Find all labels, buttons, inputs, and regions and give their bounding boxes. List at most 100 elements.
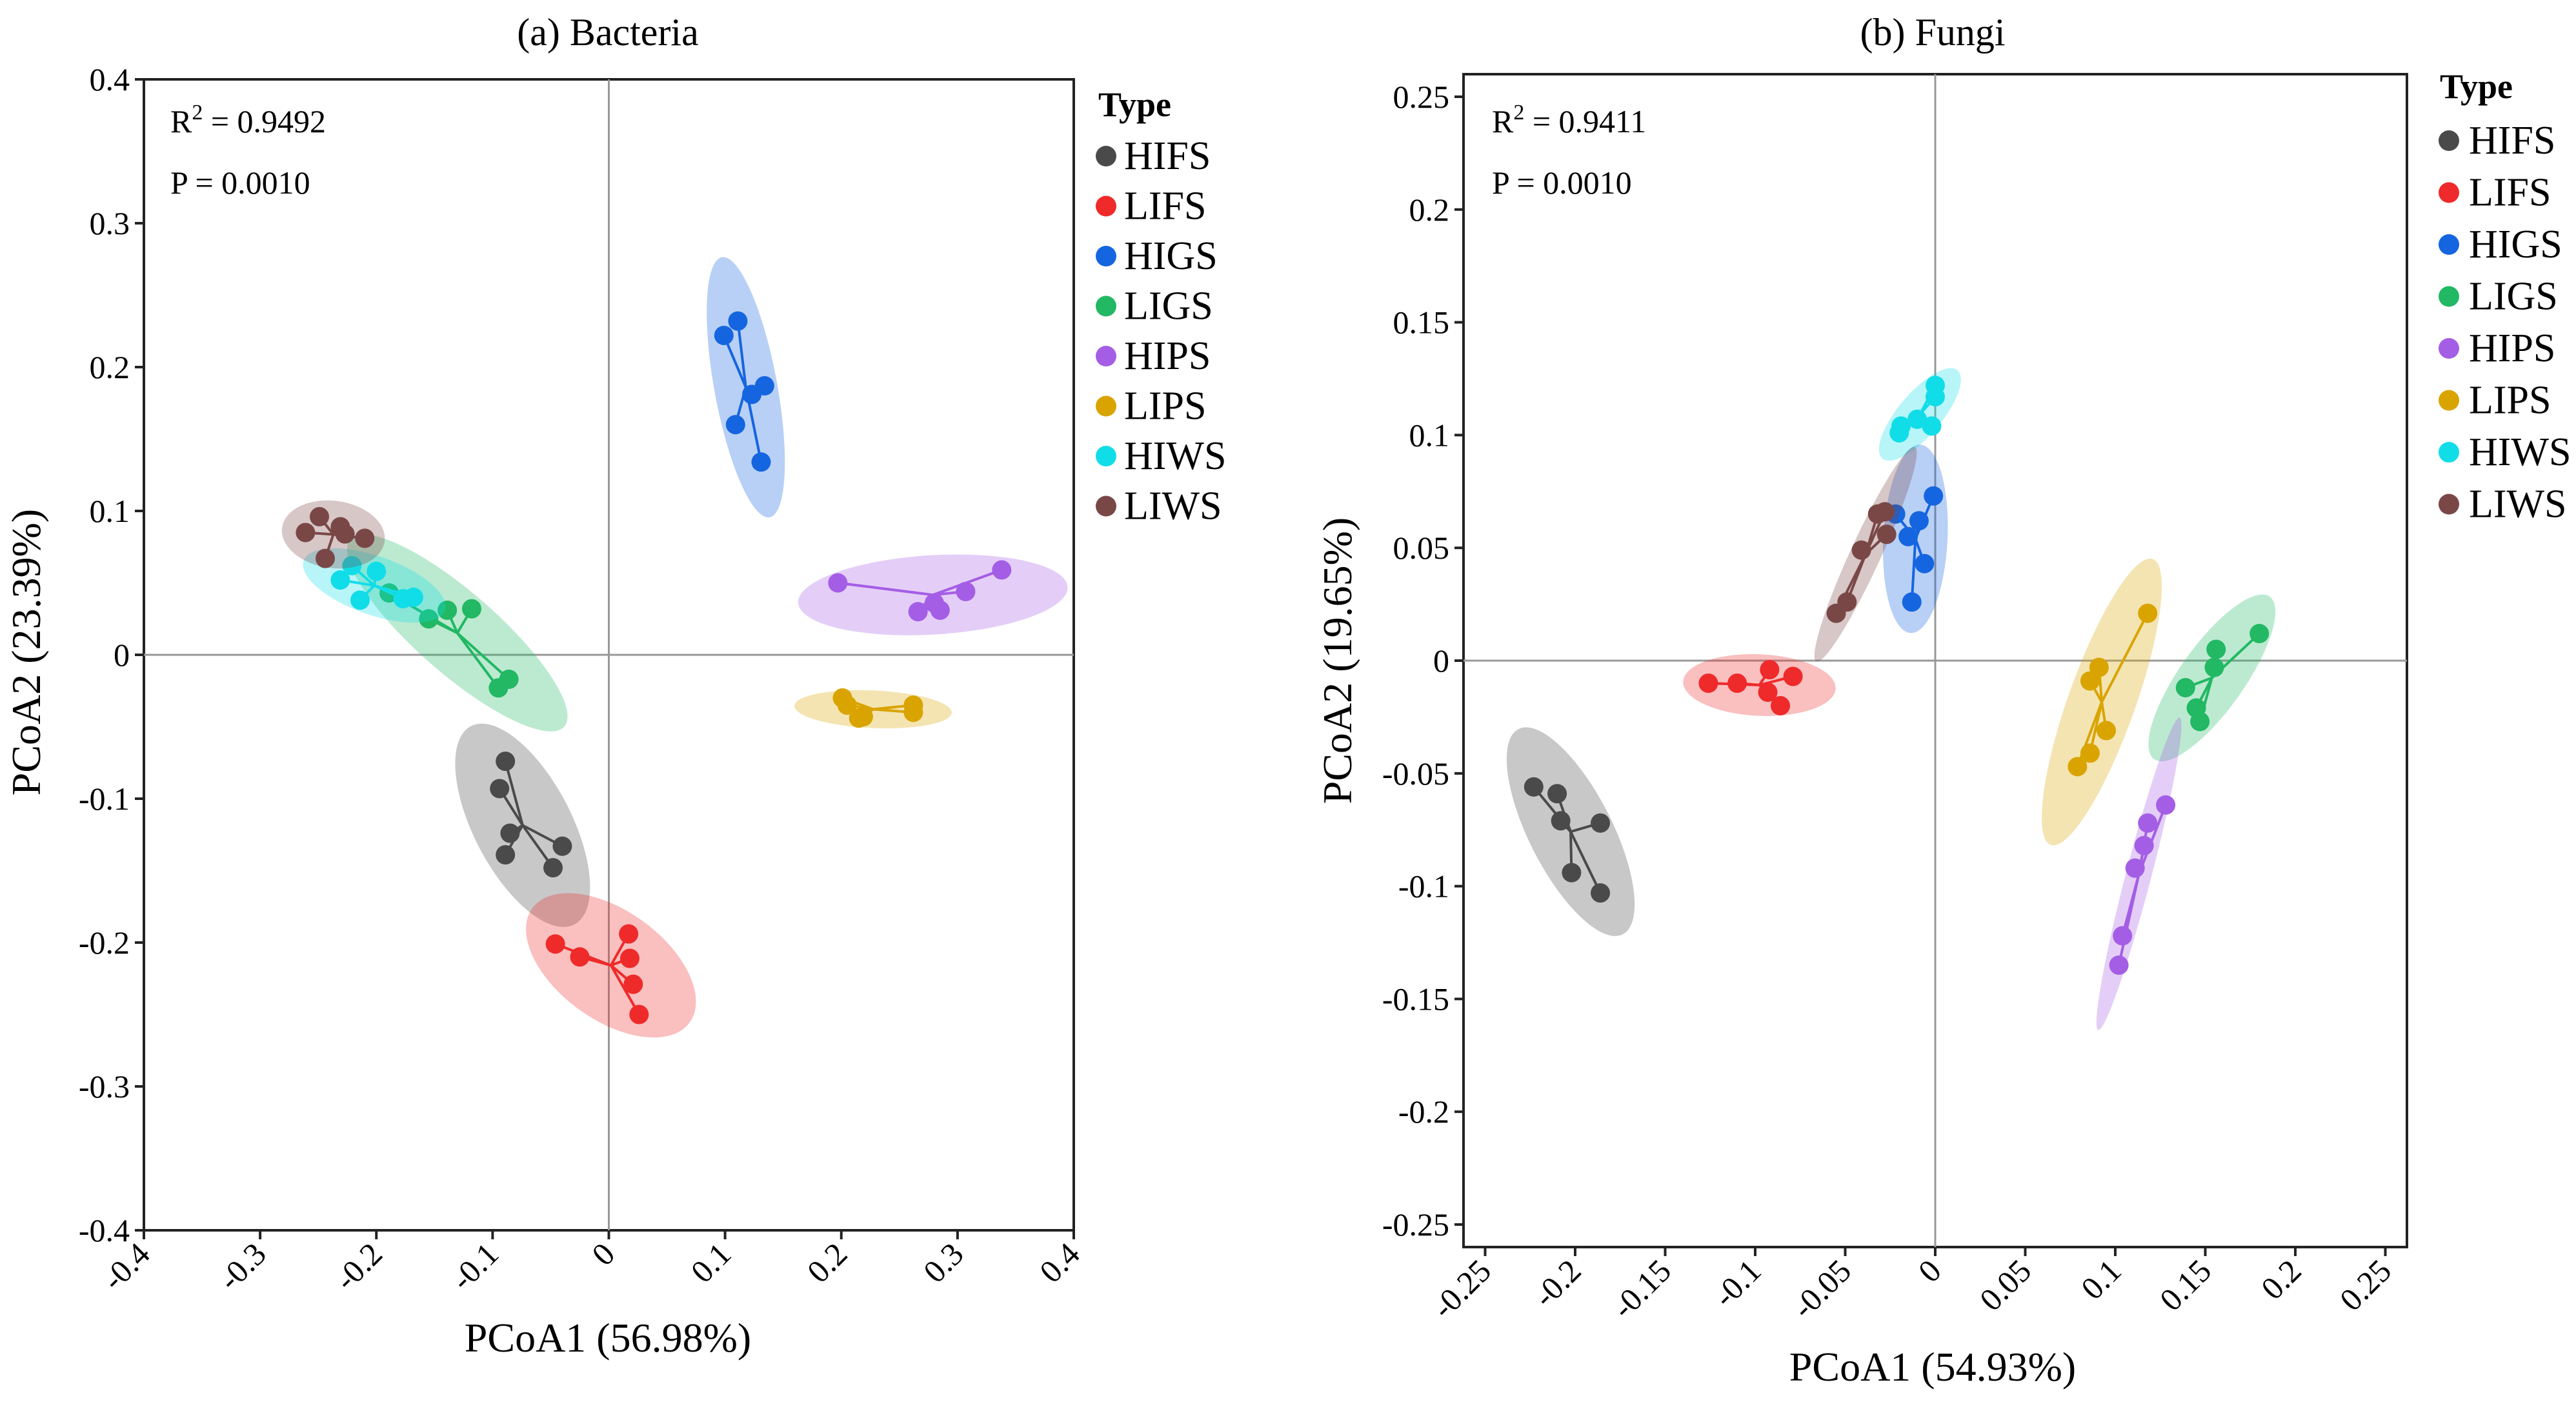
legend-label: HIFS bbox=[2469, 119, 2555, 163]
centroid-spoke bbox=[1569, 831, 1602, 894]
x-tick-label: 0.4 bbox=[1032, 1235, 1087, 1290]
legend-marker-higs bbox=[1096, 246, 1116, 266]
y-tick-label: -0.2 bbox=[79, 924, 130, 961]
data-point bbox=[1898, 526, 1918, 546]
data-point bbox=[2249, 624, 2269, 644]
r-squared-value: = 0.9411 bbox=[1524, 103, 1646, 139]
legend-marker-lifs bbox=[2439, 182, 2459, 203]
r-squared-superscript: 2 bbox=[1513, 101, 1524, 125]
x-tick-label: -0.1 bbox=[1706, 1252, 1768, 1314]
series-hips bbox=[798, 554, 1068, 635]
data-point bbox=[2138, 813, 2158, 833]
data-point bbox=[1562, 863, 1582, 883]
x-tick-label: -0.25 bbox=[1425, 1252, 1498, 1325]
series-hips bbox=[2096, 717, 2182, 1030]
data-point bbox=[1877, 525, 1897, 545]
data-point bbox=[1851, 540, 1871, 560]
chart-title: (a) Bacteria bbox=[517, 11, 698, 54]
legend-title: Type bbox=[2440, 67, 2513, 106]
series-lifs bbox=[526, 893, 696, 1038]
x-tick-label: 0.1 bbox=[684, 1235, 738, 1290]
data-point bbox=[2109, 955, 2129, 975]
data-point bbox=[335, 524, 355, 544]
legend-label: HIFS bbox=[1124, 134, 1211, 178]
legend-label: HIGS bbox=[1124, 234, 1218, 278]
legend-marker-hifs bbox=[1096, 146, 1116, 166]
legend-label: LIWS bbox=[2469, 483, 2567, 526]
legend-marker-hiws bbox=[2439, 442, 2459, 463]
data-point bbox=[496, 844, 516, 864]
data-point bbox=[419, 609, 439, 629]
data-point bbox=[992, 560, 1012, 580]
data-point bbox=[1591, 813, 1611, 833]
data-point bbox=[2134, 835, 2154, 855]
series-hifs bbox=[455, 723, 590, 927]
r-squared-annotation: R2 = 0.9492 bbox=[170, 101, 326, 139]
data-point bbox=[438, 600, 458, 620]
data-point bbox=[2204, 657, 2224, 677]
r-squared-value: = 0.9492 bbox=[203, 103, 326, 139]
centroid-spoke bbox=[2117, 873, 2140, 966]
centroid-spoke bbox=[456, 632, 499, 689]
chart-title: (b) Fungi bbox=[1860, 11, 2006, 54]
y-tick-label: 0.4 bbox=[90, 61, 130, 97]
data-point bbox=[1875, 502, 1895, 522]
data-point bbox=[500, 823, 520, 843]
y-tick-label: 0.2 bbox=[1409, 192, 1450, 228]
legend-marker-hips bbox=[2439, 338, 2459, 359]
centroid-spoke bbox=[736, 321, 747, 388]
series-hifs bbox=[1506, 727, 1635, 936]
data-point bbox=[490, 779, 510, 799]
data-point bbox=[367, 561, 387, 581]
legend-label: LIPS bbox=[2469, 379, 2551, 423]
legend-marker-hiws bbox=[1096, 446, 1116, 466]
data-point bbox=[619, 924, 639, 944]
series-lifs bbox=[1683, 654, 1836, 716]
data-point bbox=[2138, 603, 2158, 623]
legend-marker-lips bbox=[2439, 390, 2459, 411]
data-point bbox=[1922, 416, 1942, 436]
data-point bbox=[1907, 409, 1927, 429]
data-point bbox=[330, 570, 350, 590]
legend-marker-hifs bbox=[2439, 130, 2459, 151]
legend-marker-hips bbox=[1096, 346, 1116, 366]
data-point bbox=[552, 836, 572, 856]
y-tick-label: -0.05 bbox=[1382, 755, 1449, 792]
legend-marker-liws bbox=[1096, 495, 1116, 517]
data-point bbox=[309, 506, 329, 526]
data-point bbox=[545, 934, 565, 954]
data-point bbox=[2125, 858, 2145, 878]
data-point bbox=[342, 555, 362, 575]
y-tick-label: 0.2 bbox=[90, 349, 130, 385]
chart-panel-1: (b) Fungi -0.25 -0.2 -0.15 -0.1 -0.05 0 0.05 0.1… bbox=[1314, 11, 2571, 1390]
chart-panel-0: (a) Bacteria -0.4 -0.3 -0.2 -0.1 0 0.1 0.2 0.3 0.… bbox=[3, 11, 1226, 1361]
data-point bbox=[908, 602, 928, 622]
p-value-annotation: P = 0.0010 bbox=[170, 165, 310, 201]
legend-label: LIGS bbox=[1124, 285, 1213, 328]
data-point bbox=[956, 581, 976, 601]
legend-label: LIGS bbox=[2469, 275, 2558, 319]
centroid-spoke bbox=[456, 632, 510, 681]
data-point bbox=[499, 669, 519, 689]
data-point bbox=[1758, 682, 1778, 702]
data-point bbox=[1551, 811, 1571, 831]
x-tick-label: -0.1 bbox=[444, 1235, 506, 1297]
series-higs bbox=[1883, 445, 1948, 634]
y-tick-label: -0.25 bbox=[1382, 1206, 1449, 1243]
data-point bbox=[1783, 666, 1803, 686]
x-tick-label: 0.2 bbox=[2254, 1252, 2308, 1306]
data-point bbox=[296, 523, 316, 543]
centroid-spoke bbox=[838, 581, 933, 597]
legend-marker-lips bbox=[1096, 395, 1116, 417]
y-tick-label: 0.1 bbox=[1409, 417, 1450, 453]
data-point bbox=[1891, 416, 1911, 436]
y-tick-label: -0.1 bbox=[1398, 868, 1449, 904]
y-tick-label: 0.1 bbox=[90, 493, 130, 529]
legend-marker-lifs bbox=[1096, 195, 1116, 217]
data-point bbox=[728, 311, 748, 331]
data-point bbox=[1915, 554, 1935, 574]
data-point bbox=[1698, 673, 1718, 693]
data-point bbox=[828, 573, 848, 593]
data-point bbox=[2068, 757, 2088, 777]
